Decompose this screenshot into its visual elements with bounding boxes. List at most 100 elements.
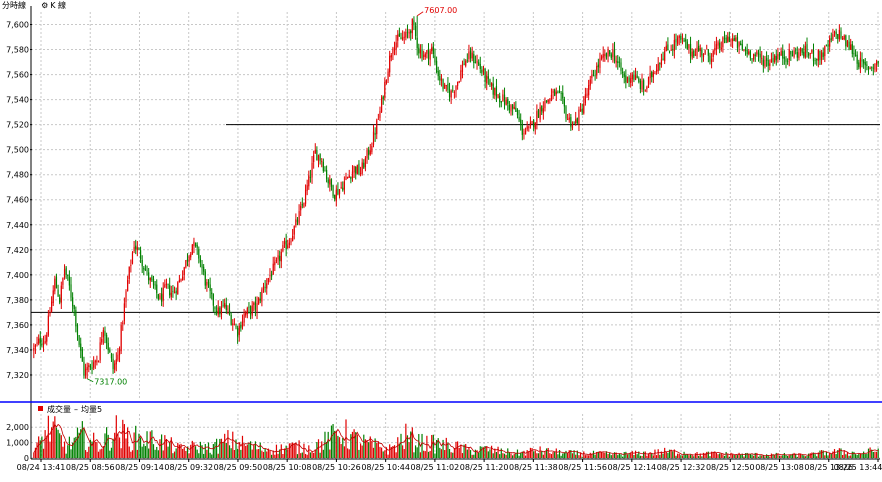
volume-bar [854,454,857,458]
candle-body [219,307,221,315]
volume-bar [385,447,388,458]
candle-body [583,103,585,114]
volume-bar [544,451,546,458]
volume-bar [628,453,630,458]
candle-body [702,54,705,58]
candle-body [706,48,708,50]
candle-body [675,38,677,43]
candle-body [715,44,718,49]
candle-body [552,90,554,94]
volume-bar [55,427,58,458]
candle-body [848,41,850,50]
candle-body [686,41,688,50]
volume-bar [804,456,806,458]
candle-body [655,69,658,72]
candle-body [592,75,595,77]
candle-body [350,176,352,179]
candle-body [194,242,197,246]
volume-bar [570,450,572,458]
candle-body [96,360,98,363]
candle-body [795,50,797,52]
volume-bar [347,448,349,458]
volume-bar [520,452,522,458]
candle-body [282,244,284,252]
candle-body [567,119,569,120]
candle-body [791,54,794,57]
volume-bar [369,436,371,458]
y-tick-label: 7,500 [6,146,29,155]
y-tick-label: 7,420 [6,246,29,255]
volume-bar [785,454,787,458]
volume-bar [586,455,588,458]
volume-bar [151,430,153,458]
volume-bar [240,449,242,458]
candle-body [861,59,863,62]
candle-body [652,72,654,78]
volume-bar [600,451,603,458]
volume-bar [380,447,383,458]
candle-body [639,80,642,89]
volume-bar [678,453,680,458]
candle-body [203,266,205,272]
volume-bar [185,450,187,458]
candle-body [60,285,62,303]
candle-body [660,59,663,66]
candle-body [803,51,805,57]
volume-tick-label: 2,000 [6,423,29,432]
candle-body [659,63,661,65]
candle-body [190,254,192,258]
volume-bar [220,438,223,458]
volume-bar [374,438,376,458]
tab-minute-line[interactable]: 分時線 [2,1,26,10]
volume-bar [435,439,438,458]
volume-bar [338,437,341,458]
tab-k-line[interactable]: ⚙ K 線 [41,0,66,12]
tab-k-line-label: K 線 [50,1,67,10]
candle-body [534,122,536,130]
volume-bar [812,452,815,458]
volume-bar [270,454,273,458]
candle-body [544,100,546,109]
candle-body [524,131,527,135]
volume-bar [224,433,226,458]
candle-body [311,162,313,178]
candle-body [626,76,629,84]
volume-bar [547,447,549,458]
candle-body [421,49,423,59]
candle-body [366,149,368,159]
candle-body [321,161,323,162]
volume-bar [72,442,74,458]
volume-bar [266,451,268,458]
candle-body [353,166,355,173]
volume-bar [431,434,433,458]
candle-body [696,47,698,57]
candle-body [33,347,35,351]
candle-body [469,50,472,59]
candle-body [463,63,465,65]
volume-bar [681,455,684,458]
volume-bar [499,454,501,458]
y-tick-label: 7,480 [6,171,29,180]
candle-body [864,62,866,66]
volume-bar [46,435,48,458]
volume-bar [353,429,355,458]
candle-body [424,53,426,58]
candle-body [447,83,449,90]
candle-body [790,50,792,55]
volume-bar [817,452,819,458]
volume-bar [799,453,802,458]
x-tick-label: 08/25 10:08 [263,463,312,472]
volume-bar [743,456,745,458]
candle-body [487,76,489,79]
volume-bar [712,451,714,458]
volume-bar [767,455,769,458]
y-tick-label: 7,400 [6,271,29,280]
volume-bar [610,455,612,458]
volume-bar [513,453,515,458]
candle-body [444,84,446,89]
candle-body [322,162,324,171]
candle-body [489,79,491,85]
volume-bar [617,455,619,458]
candle-body [363,162,365,169]
volume-bar [536,453,538,458]
